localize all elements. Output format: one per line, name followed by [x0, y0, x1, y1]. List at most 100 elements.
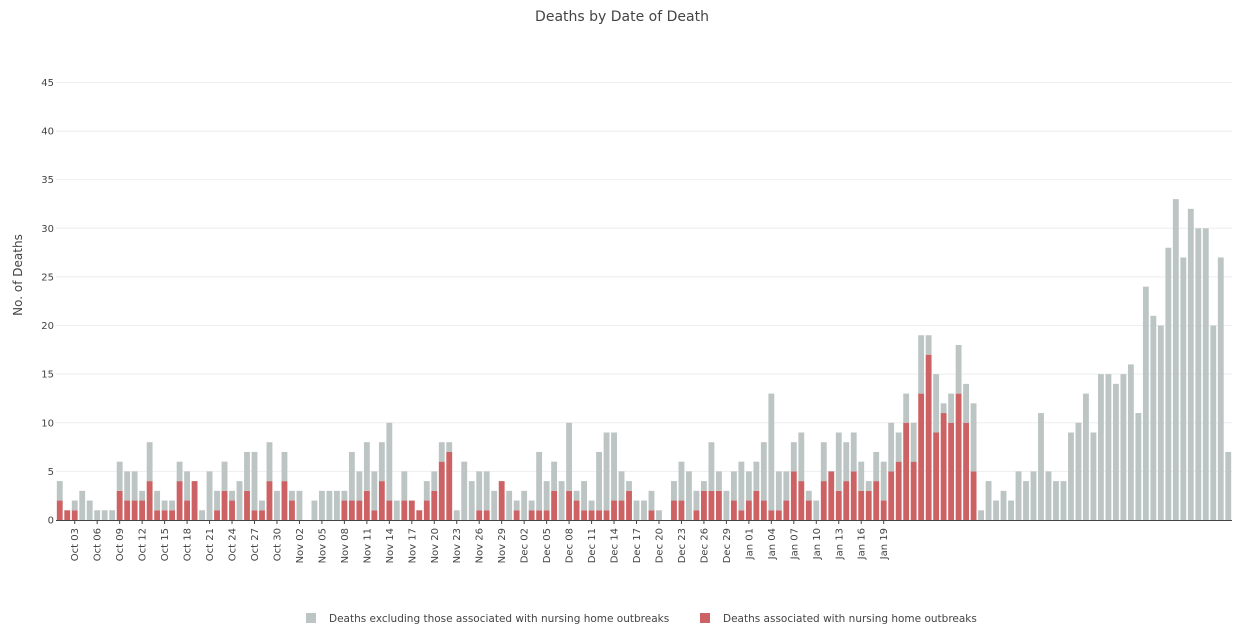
bar-excluding-nursing-home[interactable] [1008, 500, 1014, 520]
bar-nursing-home[interactable] [873, 481, 880, 520]
bar-excluding-nursing-home[interactable] [513, 500, 520, 511]
bar-nursing-home[interactable] [423, 500, 430, 520]
bar-excluding-nursing-home[interactable] [296, 490, 303, 520]
bar-excluding-nursing-home[interactable] [311, 500, 318, 520]
bar-excluding-nursing-home[interactable] [978, 510, 984, 520]
bar-excluding-nursing-home[interactable] [745, 471, 752, 501]
bar-excluding-nursing-home[interactable] [753, 461, 760, 491]
bar-nursing-home[interactable] [730, 500, 737, 520]
bar-excluding-nursing-home[interactable] [446, 442, 453, 452]
bar-nursing-home[interactable] [146, 481, 153, 520]
bar-nursing-home[interactable] [386, 500, 393, 520]
bar-excluding-nursing-home[interactable] [326, 490, 333, 520]
bar-excluding-nursing-home[interactable] [790, 442, 797, 472]
bar-nursing-home[interactable] [588, 510, 595, 520]
bar-excluding-nursing-home[interactable] [948, 393, 955, 423]
bar-excluding-nursing-home[interactable] [79, 490, 86, 520]
bar-excluding-nursing-home[interactable] [1217, 257, 1224, 520]
bar-excluding-nursing-home[interactable] [161, 500, 168, 511]
bar-excluding-nursing-home[interactable] [1187, 208, 1194, 520]
bar-excluding-nursing-home[interactable] [1105, 374, 1112, 520]
bar-excluding-nursing-home[interactable] [813, 500, 820, 520]
bar-excluding-nursing-home[interactable] [438, 442, 445, 462]
bar-excluding-nursing-home[interactable] [536, 451, 543, 511]
bar-nursing-home[interactable] [888, 471, 895, 520]
bar-excluding-nursing-home[interactable] [259, 500, 265, 511]
bar-excluding-nursing-home[interactable] [940, 403, 947, 414]
bar-nursing-home[interactable] [408, 500, 415, 520]
bar-nursing-home[interactable] [963, 422, 970, 520]
bar-excluding-nursing-home[interactable] [71, 500, 78, 511]
bar-nursing-home[interactable] [948, 422, 955, 520]
bar-nursing-home[interactable] [259, 510, 265, 520]
bar-nursing-home[interactable] [858, 490, 865, 520]
bar-excluding-nursing-home[interactable] [633, 500, 640, 520]
legend-swatch-nursing[interactable] [700, 613, 710, 623]
bar-excluding-nursing-home[interactable] [94, 510, 101, 520]
bar-excluding-nursing-home[interactable] [895, 432, 902, 462]
bar-nursing-home[interactable] [551, 490, 558, 520]
bar-excluding-nursing-home[interactable] [686, 471, 692, 520]
bar-excluding-nursing-home[interactable] [1090, 432, 1097, 520]
bar-excluding-nursing-home[interactable] [1075, 422, 1082, 520]
bar-excluding-nursing-home[interactable] [963, 383, 970, 423]
bar-nursing-home[interactable] [618, 500, 625, 520]
bar-excluding-nursing-home[interactable] [768, 393, 775, 511]
bar-excluding-nursing-home[interactable] [453, 510, 460, 520]
bar-excluding-nursing-home[interactable] [229, 490, 235, 501]
bar-nursing-home[interactable] [738, 510, 745, 520]
bar-excluding-nursing-home[interactable] [955, 344, 962, 394]
bar-excluding-nursing-home[interactable] [805, 490, 812, 501]
bar-excluding-nursing-home[interactable] [1030, 471, 1037, 520]
bar-excluding-nursing-home[interactable] [775, 471, 782, 511]
bar-excluding-nursing-home[interactable] [124, 471, 131, 501]
bar-nursing-home[interactable] [843, 481, 850, 520]
bar-nursing-home[interactable] [184, 500, 191, 520]
bar-excluding-nursing-home[interactable] [244, 451, 250, 491]
bar-nursing-home[interactable] [536, 510, 543, 520]
bar-nursing-home[interactable] [895, 461, 902, 520]
bar-nursing-home[interactable] [865, 490, 872, 520]
bar-nursing-home[interactable] [701, 490, 707, 520]
bar-excluding-nursing-home[interactable] [918, 335, 925, 394]
bar-nursing-home[interactable] [528, 510, 535, 520]
bar-nursing-home[interactable] [244, 490, 250, 520]
bar-excluding-nursing-home[interactable] [993, 500, 999, 520]
bar-nursing-home[interactable] [161, 510, 168, 520]
bar-excluding-nursing-home[interactable] [596, 451, 602, 511]
bar-excluding-nursing-home[interactable] [356, 471, 363, 501]
bar-nursing-home[interactable] [251, 510, 258, 520]
bar-nursing-home[interactable] [371, 510, 378, 520]
bar-nursing-home[interactable] [543, 510, 550, 520]
bar-excluding-nursing-home[interactable] [543, 481, 550, 511]
bar-excluding-nursing-home[interactable] [333, 490, 340, 520]
bar-nursing-home[interactable] [715, 490, 722, 520]
bar-excluding-nursing-home[interactable] [880, 461, 887, 501]
bar-nursing-home[interactable] [566, 490, 573, 520]
bar-excluding-nursing-home[interactable] [461, 461, 468, 520]
bar-excluding-nursing-home[interactable] [199, 510, 205, 520]
bar-excluding-nursing-home[interactable] [1135, 413, 1142, 520]
bar-nursing-home[interactable] [671, 500, 677, 520]
bar-nursing-home[interactable] [820, 481, 827, 520]
bar-excluding-nursing-home[interactable] [835, 432, 842, 491]
bar-excluding-nursing-home[interactable] [363, 442, 370, 491]
bar-excluding-nursing-home[interactable] [723, 490, 730, 520]
bar-excluding-nursing-home[interactable] [281, 451, 288, 482]
bar-excluding-nursing-home[interactable] [491, 490, 498, 520]
bar-excluding-nursing-home[interactable] [1180, 257, 1187, 520]
legend-label-nursing[interactable]: Deaths associated with nursing home outb… [723, 613, 977, 625]
bar-nursing-home[interactable] [903, 422, 910, 520]
bar-nursing-home[interactable] [116, 490, 123, 520]
bar-excluding-nursing-home[interactable] [985, 481, 992, 520]
bar-excluding-nursing-home[interactable] [1060, 481, 1067, 520]
bar-nursing-home[interactable] [438, 461, 445, 520]
bar-excluding-nursing-home[interactable] [603, 432, 610, 511]
bar-excluding-nursing-home[interactable] [656, 510, 662, 520]
bar-nursing-home[interactable] [266, 481, 273, 520]
bar-nursing-home[interactable] [828, 471, 835, 520]
bar-excluding-nursing-home[interactable] [154, 490, 161, 511]
bar-nursing-home[interactable] [124, 500, 131, 520]
bar-excluding-nursing-home[interactable] [274, 490, 280, 520]
bar-nursing-home[interactable] [768, 510, 775, 520]
